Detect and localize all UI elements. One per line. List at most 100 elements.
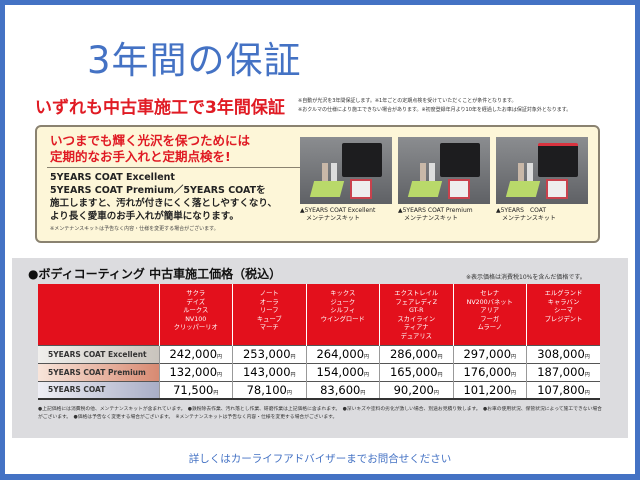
model-name: ムラーノ — [477, 324, 503, 331]
yen-unit: 円 — [584, 372, 590, 378]
yen-unit: 円 — [290, 372, 296, 378]
yen-unit: 円 — [437, 372, 443, 378]
page-title: 3年間の保証 — [87, 39, 302, 82]
price-cell: 176,000円 — [452, 362, 527, 381]
price-value: 154,000 — [316, 365, 365, 379]
model-name: ルークス — [183, 307, 209, 314]
price-cell: 71,500円 — [158, 380, 233, 400]
bottle-image — [331, 163, 337, 183]
yen-unit: 円 — [364, 372, 370, 378]
price-value: 297,000 — [463, 347, 512, 361]
model-name: クリッパーリオ — [173, 324, 218, 331]
tax-note: ※表示価格は消費税10%を含んだ価格です。 — [466, 274, 586, 281]
promo-title-line: いつまでも輝く光沢を保つためには — [50, 133, 251, 148]
model-name: ティアナ — [403, 324, 429, 331]
kit-sub: メンテナンスキット — [404, 215, 458, 222]
model-name: キャラバン — [547, 298, 580, 306]
yen-unit: 円 — [286, 389, 292, 396]
bottle-image — [527, 163, 533, 183]
cloth-image — [546, 179, 568, 199]
yen-unit: 円 — [511, 372, 517, 378]
price-value: 143,000 — [242, 365, 291, 379]
model-name: GT-R — [408, 307, 424, 314]
model-name: リーフ — [259, 307, 279, 314]
coat-grade-label: 5YEARS COAT Premium — [38, 362, 159, 381]
kit-name: ▲5YEARS COAT Premium — [398, 207, 473, 214]
price-value: 242,000 — [169, 347, 218, 361]
price-cell: 132,000円 — [158, 362, 233, 381]
kit-name: ▲5YEARS COAT Excellent — [300, 207, 376, 214]
cloth-image — [407, 181, 443, 197]
price-cell: 242,000円 — [158, 344, 233, 363]
headline-notes: ※自動が光沢を3年間保証します。※1年ごとの定期点検を受けていただくことが条件と… — [298, 97, 571, 115]
bottle-image — [322, 163, 328, 183]
kit-photo — [300, 137, 392, 204]
price-cell: 78,100円 — [232, 380, 306, 400]
model-name: デイズ — [186, 298, 206, 306]
model-name: プレジデント — [544, 315, 583, 323]
price-cell: 286,000円 — [379, 344, 453, 363]
kit-sub: メンテナンスキット — [306, 215, 360, 222]
model-name: キューブ — [256, 315, 282, 323]
price-cell: 90,200円 — [379, 380, 453, 400]
table-row: 5YEARS COAT 71,500円 78,100円 83,600円 90,200円 1… — [38, 380, 600, 400]
price-cell: 165,000円 — [379, 362, 453, 381]
model-name: キックス — [330, 290, 356, 297]
price-cell: 143,000円 — [232, 362, 306, 381]
price-cell: 101,200円 — [452, 380, 527, 400]
model-name: オーラ — [259, 298, 279, 306]
model-column-header: エルグランド キャラバン シーマ プレジデント — [526, 284, 600, 345]
headline-note: ※自動が光沢を3年間保証します。※1年ごとの定期点検を受けていただくことが条件と… — [298, 98, 517, 104]
model-name: フェアレディZ — [395, 298, 438, 306]
table-row: 5YEARS COAT Premium 132,000円 143,000円 154,0… — [38, 362, 600, 381]
price-value: 71,500 — [173, 382, 214, 397]
price-value: 83,600 — [320, 382, 361, 397]
pricing-footnotes: ●上記価格には消費税の他、メンテナンスキットが含まれています。 ●鉄粉除去作業、… — [38, 407, 602, 420]
price-value: 165,000 — [389, 365, 438, 379]
model-name: ウイングロード — [320, 315, 365, 323]
model-column-header: キックス ジューク シルフィ ウイングロード — [305, 284, 380, 345]
price-value: 286,000 — [389, 347, 438, 361]
price-cell: 308,000円 — [526, 344, 600, 363]
model-name: エクストレイル — [394, 290, 439, 297]
promo-line: 5YEARS COAT Excellent — [50, 172, 175, 183]
price-cell: 264,000円 — [305, 344, 380, 363]
cloth-image — [350, 179, 372, 199]
price-value: 176,000 — [463, 365, 512, 379]
yen-unit: 円 — [290, 354, 296, 360]
contact-advisor-text: 詳しくはカーライフアドバイザーまでお問合せください — [188, 453, 452, 465]
yen-unit: 円 — [437, 354, 443, 360]
bottle-image — [518, 163, 524, 183]
yen-unit: 円 — [584, 389, 590, 396]
yen-unit: 円 — [217, 372, 223, 378]
model-name: サクラ — [186, 290, 206, 297]
price-value: 253,000 — [242, 347, 291, 361]
price-value: 90,200 — [393, 382, 434, 397]
coat-grade-label: 5YEARS COAT Excellent — [38, 344, 159, 363]
promo-note: ※メンテナンスキットは予告なく内容・仕様を変更する場合がございます。 — [50, 226, 219, 232]
model-name: ジューク — [330, 298, 356, 306]
model-name: アリア — [480, 307, 500, 314]
yen-unit: 円 — [511, 389, 517, 396]
price-value: 264,000 — [316, 347, 365, 361]
model-name: NV200バネット — [466, 298, 513, 306]
yen-unit: 円 — [433, 389, 439, 396]
price-value: 78,100 — [246, 382, 287, 397]
price-cell: 83,600円 — [305, 380, 380, 400]
promo-line: より長く愛車のお手入れが簡単になります。 — [50, 211, 239, 222]
yen-unit: 円 — [217, 354, 223, 360]
model-name: NV100 — [185, 315, 207, 323]
yen-unit: 円 — [213, 389, 219, 396]
price-value: 308,000 — [537, 347, 585, 361]
kit-photo — [496, 137, 588, 204]
price-cell: 187,000円 — [526, 362, 600, 381]
corner-cell — [38, 284, 159, 345]
model-name: シルフィ — [330, 307, 356, 314]
bag-image — [538, 143, 578, 177]
model-name: マーチ — [259, 324, 279, 331]
bottle-image — [420, 163, 426, 183]
model-column-header: サクラ デイズ ルークス NV100 クリッパーリオ — [158, 284, 233, 345]
price-value: 107,800 — [537, 382, 585, 397]
maintenance-promo-box: いつまでも輝く光沢を保つためには 定期的なお手入れと定期点検を! 5YEARS … — [35, 125, 600, 243]
